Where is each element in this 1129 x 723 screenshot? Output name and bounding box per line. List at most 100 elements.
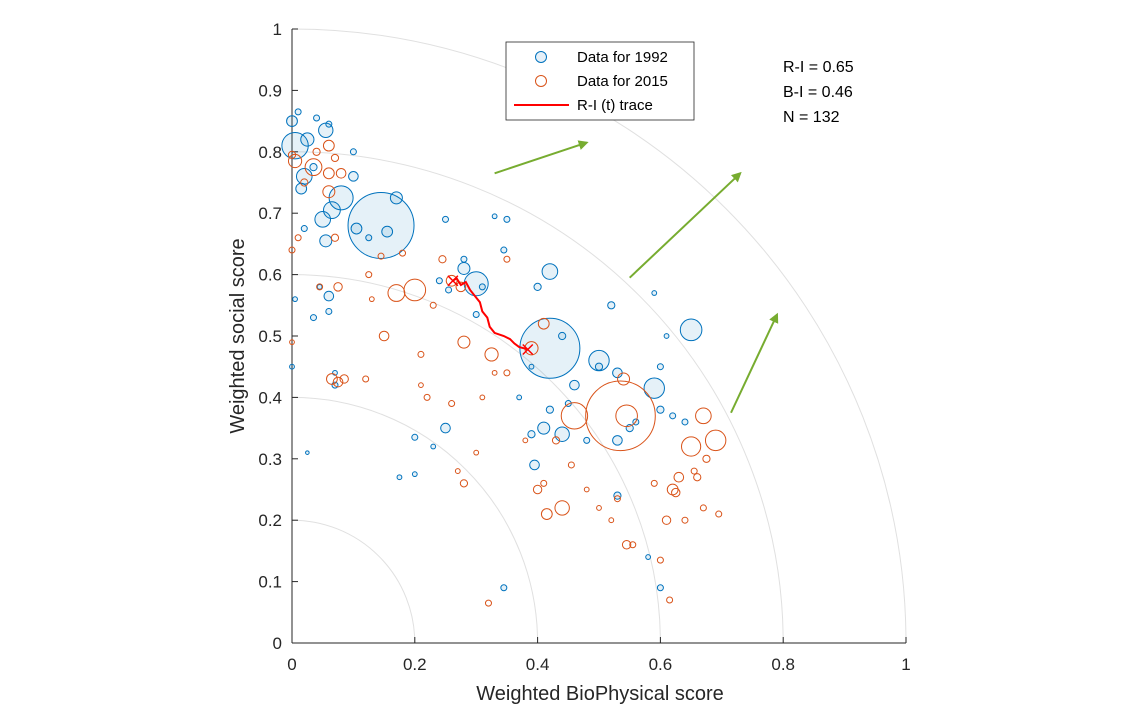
data-point bbox=[362, 375, 370, 383]
data-point bbox=[314, 211, 332, 228]
data-point bbox=[629, 541, 637, 549]
data-point bbox=[656, 363, 664, 371]
data-point bbox=[615, 404, 638, 428]
data-point bbox=[287, 150, 297, 159]
data-point bbox=[454, 468, 461, 474]
data-point bbox=[294, 234, 302, 242]
data-point bbox=[313, 114, 321, 122]
n-annotation: N = 132 bbox=[783, 109, 840, 126]
legend-marker-1992 bbox=[535, 51, 547, 63]
data-point bbox=[540, 479, 548, 487]
data-point bbox=[305, 450, 310, 455]
data-point bbox=[472, 311, 480, 319]
data-point bbox=[455, 281, 467, 293]
data-point bbox=[333, 282, 343, 292]
data-point bbox=[286, 115, 298, 127]
data-point bbox=[348, 171, 359, 182]
data-point bbox=[457, 335, 471, 349]
data-point bbox=[335, 167, 347, 179]
data-point bbox=[389, 191, 403, 205]
data-point bbox=[522, 437, 529, 444]
data-point bbox=[650, 479, 658, 487]
data-point bbox=[617, 372, 631, 386]
data-point bbox=[545, 405, 554, 414]
legend-label-trace: R-I (t) trace bbox=[577, 97, 653, 114]
y-tick-label: 0.7 bbox=[258, 204, 282, 223]
data-point bbox=[378, 330, 390, 342]
data-point bbox=[332, 376, 344, 388]
y-tick-label: 0.9 bbox=[258, 81, 282, 100]
data-point bbox=[325, 307, 333, 315]
y-tick-label: 0.4 bbox=[258, 388, 282, 407]
series-1 bbox=[287, 139, 727, 607]
data-point bbox=[661, 515, 672, 525]
data-point bbox=[643, 377, 665, 399]
polar-arc-1 bbox=[291, 396, 539, 644]
polar-arc-0 bbox=[291, 519, 416, 644]
data-point bbox=[300, 178, 309, 187]
data-point bbox=[671, 487, 681, 498]
data-point bbox=[681, 436, 702, 457]
data-point bbox=[330, 233, 340, 242]
x-tick-label: 1 bbox=[901, 655, 910, 674]
data-point bbox=[554, 500, 570, 516]
y-tick-label: 0.2 bbox=[258, 511, 282, 530]
direction-arrow-2 bbox=[730, 312, 779, 414]
data-point bbox=[460, 255, 468, 263]
data-point bbox=[560, 402, 589, 430]
data-point bbox=[411, 471, 418, 478]
data-point bbox=[529, 459, 540, 471]
ri-annotation: R-I = 0.65 bbox=[783, 59, 854, 76]
data-point bbox=[540, 508, 553, 520]
y-tick-label: 1 bbox=[273, 20, 282, 39]
data-point bbox=[704, 429, 727, 452]
data-point bbox=[347, 191, 415, 259]
x-tick-label: 0.2 bbox=[403, 655, 427, 674]
data-point bbox=[350, 222, 363, 235]
data-point bbox=[300, 132, 315, 147]
data-points bbox=[281, 108, 727, 607]
data-point bbox=[503, 369, 511, 377]
x-tick-label: 0.4 bbox=[526, 655, 550, 674]
data-point bbox=[377, 252, 385, 260]
y-tick-label: 0.5 bbox=[258, 327, 282, 346]
data-point bbox=[702, 454, 711, 463]
data-point bbox=[567, 461, 575, 469]
x-axis-label: Weighted BioPhysical score bbox=[476, 683, 724, 705]
data-point bbox=[381, 225, 394, 238]
data-point bbox=[554, 426, 570, 442]
data-point bbox=[330, 153, 340, 163]
data-point bbox=[322, 167, 335, 180]
polar-arc-4 bbox=[291, 28, 907, 644]
data-point bbox=[699, 504, 707, 512]
data-point bbox=[681, 516, 689, 524]
data-point bbox=[387, 284, 406, 302]
trace-start-marker bbox=[447, 275, 459, 287]
data-point bbox=[445, 274, 458, 287]
data-point bbox=[289, 339, 295, 346]
data-point bbox=[607, 301, 616, 310]
data-point bbox=[287, 153, 303, 169]
data-point bbox=[608, 517, 615, 524]
data-point bbox=[365, 234, 373, 242]
data-point bbox=[500, 246, 508, 254]
data-point bbox=[435, 277, 443, 285]
polar-arc-2 bbox=[291, 274, 661, 644]
y-tick-label: 0.3 bbox=[258, 450, 282, 469]
trace-line bbox=[452, 276, 529, 351]
data-point bbox=[411, 433, 419, 441]
data-point bbox=[528, 363, 535, 370]
data-point bbox=[479, 394, 486, 401]
tick-labels: 0 0.2 0.4 0.6 0.8 1 0 0.1 0.2 0.3 0.4 0.5 0.6 0.7 0.8 0… bbox=[258, 20, 910, 674]
data-point bbox=[396, 474, 403, 481]
data-point bbox=[679, 318, 703, 342]
data-point bbox=[309, 163, 318, 172]
data-point bbox=[666, 596, 674, 604]
data-point bbox=[656, 584, 664, 592]
data-point bbox=[585, 380, 656, 452]
data-point bbox=[527, 430, 536, 439]
x-tick-label: 0 bbox=[287, 655, 296, 674]
data-point bbox=[325, 120, 333, 128]
data-point bbox=[438, 255, 447, 264]
